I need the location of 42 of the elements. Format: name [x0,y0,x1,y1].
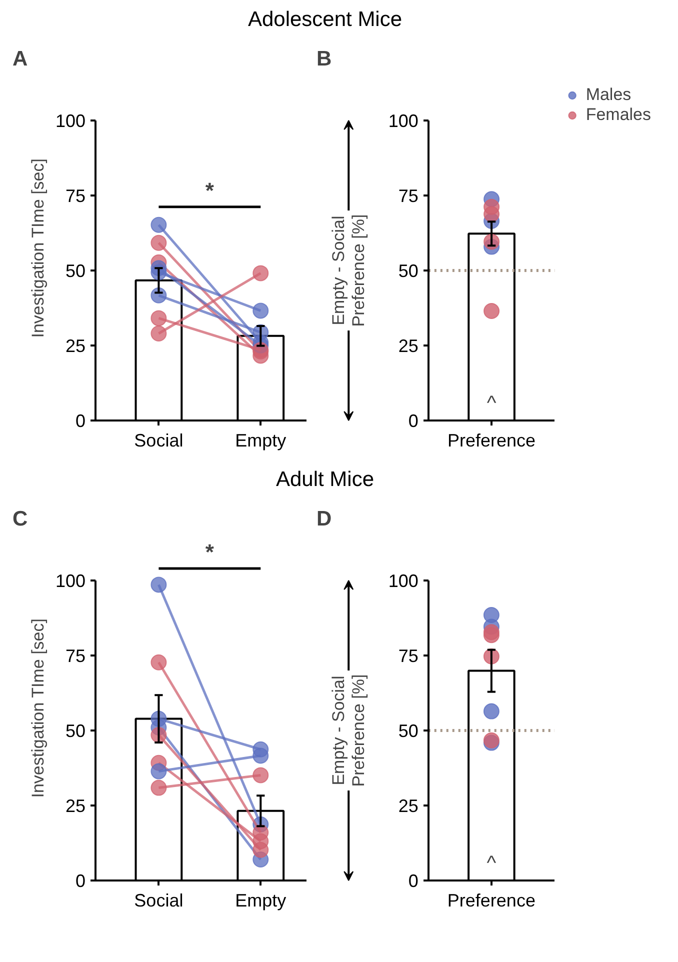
y-tick-label: 50 [398,721,418,741]
chart-title: B [316,48,332,70]
legend-label: Females [586,105,651,125]
chart-subtitle: Adolescent Mice [248,7,402,33]
y-tick-label: 0 [75,411,86,431]
x-tick-label: Social [134,430,184,450]
y-tick-label: 75 [398,186,418,206]
y-tick-label: 75 [65,646,86,666]
legend-label: Males [586,85,632,105]
y-tick-label: 50 [65,721,86,741]
y-tick-label: 100 [388,571,418,591]
annotation: ^ [486,392,497,414]
x-tick-label: Social [134,890,184,910]
x-tick-label: Empty [235,430,286,450]
chart-subtitle: Adult Mice [276,467,374,493]
y-tick-label: 100 [55,111,86,131]
annotation: * [205,178,214,203]
x-tick-label: Empty [235,890,286,910]
x-tick-label: Preference [448,430,536,450]
y-tick-label: 25 [398,796,418,816]
y-axis-title: Investigation TIme [sec] [28,158,48,338]
y-axis-title: Empty - Social Preference [%] [329,214,368,327]
y-tick-label: 25 [65,796,86,816]
x-tick-label: Preference [447,890,536,910]
y-tick-label: 0 [408,871,418,891]
chart-title: A [12,48,28,70]
y-tick-label: 25 [65,336,86,356]
text: * [205,540,214,564]
y-axis-title: Empty - Social Preference [%] [329,674,368,787]
y-tick-label: 0 [408,411,418,431]
y-tick-label: 75 [398,646,418,666]
y-axis-title: Investigation TIme [sec] [28,618,48,798]
y-tick-label: 50 [65,261,86,281]
y-tick-label: 0 [75,871,86,891]
annotation: ^ [486,852,497,874]
y-tick-label: 50 [398,261,418,281]
y-tick-label: 100 [388,111,418,131]
chart-title: C [12,508,28,530]
y-tick-label: 25 [398,336,418,356]
chart-title: D [316,508,332,530]
y-tick-label: 75 [65,186,86,206]
y-tick-label: 100 [55,571,86,591]
